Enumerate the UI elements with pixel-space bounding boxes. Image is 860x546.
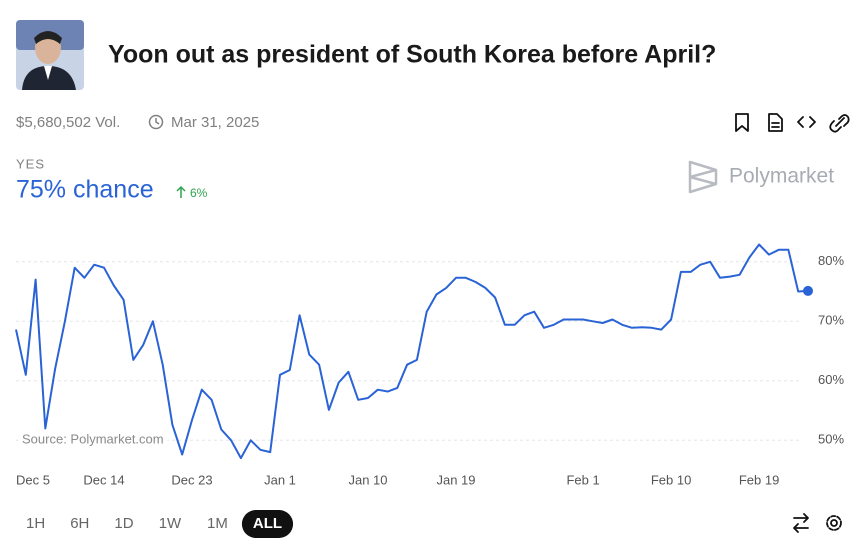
clock-icon [148,114,164,130]
x-tick-label: Feb 19 [739,472,779,487]
time-ranges: 1H 6H 1D 1W 1M ALL [26,510,294,538]
y-tick-label: 70% [818,313,844,328]
outcome-label: YES [16,156,45,171]
range-selected [241,510,294,538]
volume: $5,680,502 Vol. [16,114,120,131]
y-tick-label: 60% [818,372,844,387]
x-tick-label: Jan 1 [264,472,296,487]
y-tick-label: 50% [818,432,844,447]
settings-icon[interactable] [826,515,842,531]
source-bg [18,428,168,450]
chance: 75% chance [16,176,154,204]
swap-icon[interactable] [793,513,809,533]
range-button[interactable]: 1M [207,515,228,532]
x-tick-label: Dec 5 [16,472,50,487]
x-tick-label: Feb 1 [566,472,599,487]
avatar [16,20,84,90]
price-line [15,243,809,460]
last-point [803,285,813,296]
source: Source: Polymarket.com [22,431,164,446]
title: Yoon out as president of South Korea bef… [108,41,716,69]
link-icon[interactable] [829,114,850,133]
change: 6% [190,186,208,200]
brand-name: Polymarket [729,165,834,188]
bookmark-icon[interactable] [735,113,749,132]
x-tick-label: Jan 10 [348,472,387,487]
y-tick-label: 80% [818,253,844,268]
x-tick-label: Feb 10 [651,472,691,487]
up-arrow [176,185,186,198]
range-button[interactable]: ALL [253,515,282,532]
plot: 50% 60% 70% 80% Dec 5 Dec 14 Dec 23 Jan 1 Jan 10… [15,243,844,487]
x-tick-label: Jan 19 [436,472,475,487]
x-tick-label: Dec 23 [171,472,212,487]
x-tick-label: Dec 14 [83,472,124,487]
brand-logo [688,160,718,194]
range-button[interactable]: 1H [26,515,45,532]
range-button[interactable]: 6H [70,515,89,532]
embed-icon[interactable] [797,116,816,128]
end-date: Mar 31, 2025 [171,114,259,131]
range-button[interactable]: 1W [159,515,182,532]
document-icon[interactable] [768,113,783,132]
range-button[interactable]: 1D [114,515,133,532]
